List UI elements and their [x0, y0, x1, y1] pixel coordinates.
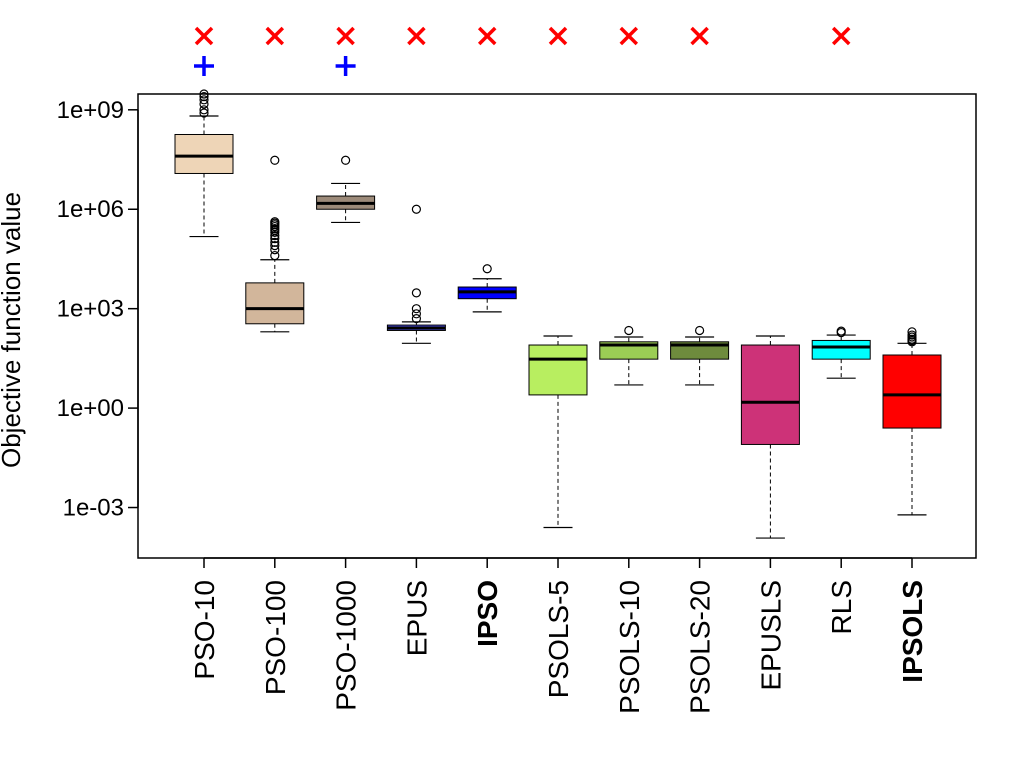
x-stroke [548, 26, 568, 46]
outlier-point [411, 314, 421, 324]
red-x-icon [477, 26, 497, 46]
red-x-icon [548, 26, 568, 46]
box-ipsols [882, 327, 942, 516]
boxes [174, 89, 942, 539]
x-tick-label: PSOLS-5 [543, 580, 574, 698]
y-tick-label: 1e+06 [57, 196, 124, 223]
x-tick-label: PSOLS-20 [685, 580, 716, 714]
box-body [245, 282, 305, 325]
y-tick-label: 1e+09 [57, 97, 124, 124]
box-psols-10 [599, 325, 659, 386]
box-pso-10 [174, 89, 234, 238]
outlier-point [411, 309, 421, 319]
red-x-icon [831, 26, 851, 46]
red-x-icon [407, 26, 426, 46]
x-stroke [194, 26, 214, 46]
x-stroke [619, 26, 639, 46]
outlier-point [907, 327, 917, 337]
y-axis-label: Objective function value [0, 192, 26, 468]
box-body [528, 344, 588, 396]
x-tick-label: EPUSLS [755, 580, 786, 691]
outlier-point [270, 250, 280, 261]
x-stroke [831, 26, 851, 46]
outlier-point [341, 155, 351, 165]
outlier-point [199, 108, 209, 118]
red-x-icon [336, 26, 355, 46]
box-psols-5 [528, 335, 588, 529]
outlier-point [270, 155, 280, 165]
red-x-icon [194, 26, 214, 46]
outlier-point [411, 288, 421, 298]
outlier-point [270, 245, 280, 255]
annotation-markers [194, 26, 851, 76]
x-tick-label: PSOLS-10 [614, 580, 645, 714]
box-rls [811, 326, 871, 379]
outlier-point [411, 304, 421, 314]
outlier-point [270, 217, 280, 227]
red-x-icon [619, 26, 639, 46]
x-tick-label: EPUS [401, 580, 432, 656]
x-tick-label: PSO-10 [189, 580, 220, 680]
outlier-point [199, 95, 209, 105]
y-tick-label: 1e+00 [57, 395, 124, 422]
box-ipso [457, 264, 517, 313]
x-tick-label: PSO-100 [260, 580, 291, 695]
box-epusls [740, 335, 800, 539]
blue-plus-icon [335, 56, 356, 76]
x-axis: PSO-10 PSO-100 PSO-1000 EPUS IPSO PSOLS-5 PSOL… [189, 557, 928, 714]
x-stroke [690, 26, 709, 46]
box-body [740, 344, 800, 445]
x-tick-label: PSO-1000 [331, 580, 362, 711]
x-tick-label: RLS [826, 580, 857, 634]
blue-plus-icon [194, 56, 214, 76]
outlier-point [199, 92, 209, 102]
y-tick-label: 1e-03 [63, 495, 124, 522]
outlier-point [270, 237, 280, 247]
outlier-point [624, 325, 634, 336]
x-tick-label: IPSO [472, 580, 503, 647]
box-body [811, 339, 871, 360]
box-body [882, 354, 942, 429]
y-tick-label: 1e+03 [57, 296, 124, 323]
box-epus [386, 204, 446, 344]
y-axis: 1e-03 1e+00 1e+03 1e+06 1e+09 [57, 97, 139, 522]
x-stroke [265, 26, 285, 46]
box-pso-100 [245, 155, 305, 333]
x-tick-label: IPSOLS [897, 580, 928, 683]
x-stroke [336, 26, 355, 46]
box-body [174, 133, 234, 174]
outlier-point [270, 231, 280, 241]
outlier-point [482, 264, 492, 274]
outlier-point [270, 240, 280, 251]
outlier-point [836, 326, 846, 336]
box-pso-1000 [316, 155, 376, 224]
outlier-point [907, 330, 917, 340]
red-x-icon [265, 26, 285, 46]
x-stroke [477, 26, 497, 46]
plot-frame [137, 93, 977, 559]
outlier-point [199, 99, 209, 109]
outlier-point [411, 204, 421, 214]
outlier-point [199, 89, 209, 99]
outlier-point [694, 325, 705, 336]
outlier-point [199, 105, 209, 115]
box-psols-20 [670, 325, 730, 386]
red-x-icon [690, 26, 709, 46]
x-stroke [407, 26, 426, 46]
